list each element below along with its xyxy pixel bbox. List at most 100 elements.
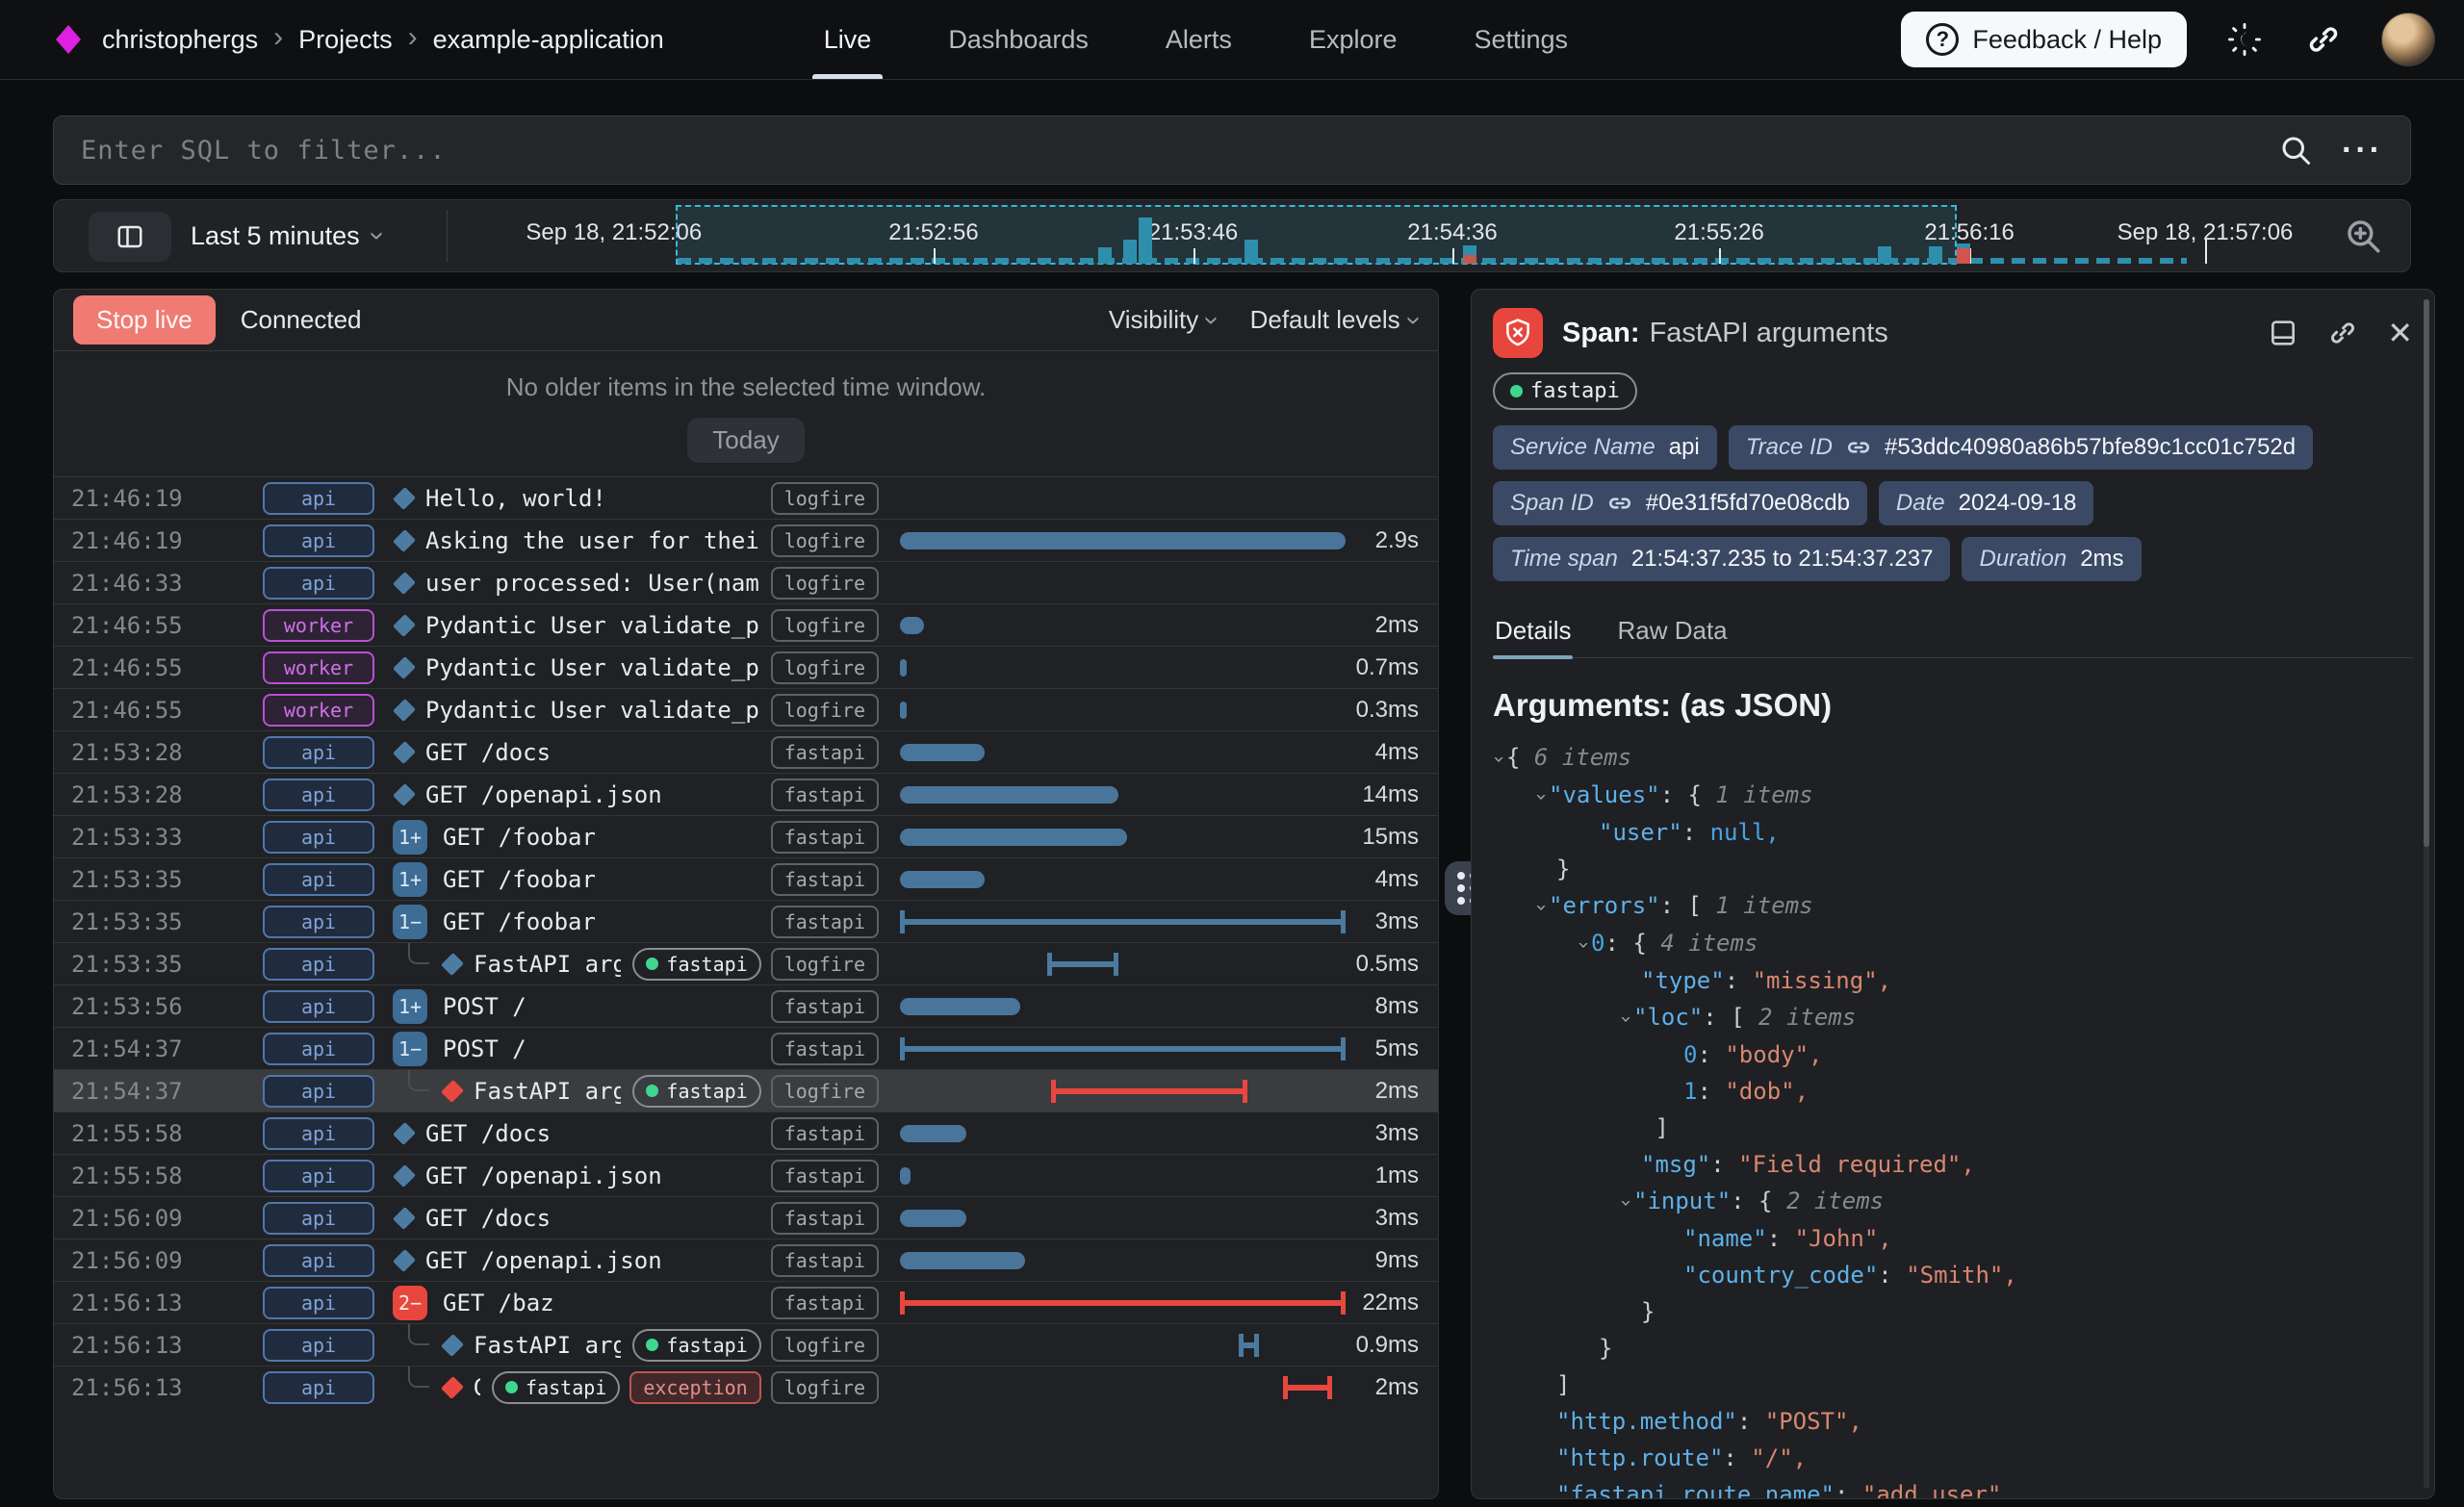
service-badge-api[interactable]: api (263, 1243, 374, 1277)
logfire-tag[interactable]: logfire (770, 1328, 879, 1362)
table-row[interactable]: 21:54:37 api FastAPI arguments fastapi logfi… (54, 1069, 1438, 1111)
service-badge-api[interactable]: api (263, 1074, 374, 1108)
table-row[interactable]: 21:46:33 api user processed: User(name='An… (54, 561, 1438, 603)
logfire-tag[interactable]: logfire (770, 524, 879, 557)
table-row[interactable]: 21:55:58 api GET /docs fastapi 3ms (54, 1111, 1438, 1154)
link-icon[interactable] (1846, 435, 1871, 460)
table-row[interactable]: 21:53:35 api 1− GET /foobar fastapi 3ms (54, 900, 1438, 942)
service-badge-api[interactable]: api (263, 735, 374, 769)
expand-badge[interactable]: 1− (393, 904, 427, 939)
fastapi-tag[interactable]: fastapi (770, 820, 879, 854)
collapse-caret-icon[interactable]: › (1615, 1197, 1638, 1210)
fastapi-tag[interactable]: fastapi (770, 1243, 879, 1277)
dock-panel-icon[interactable] (2268, 318, 2298, 348)
service-badge-worker[interactable]: worker (263, 651, 374, 684)
service-badge-api[interactable]: api (263, 1032, 374, 1065)
service-badge-api[interactable]: api (263, 1370, 374, 1404)
visibility-dropdown[interactable]: Visibility › (1109, 305, 1228, 336)
fastapi-tag[interactable]: fastapi (770, 1286, 879, 1319)
table-row[interactable]: 21:53:56 api 1+ POST / fastapi 8ms (54, 984, 1438, 1027)
table-row[interactable]: 21:56:09 api GET /openapi.json fastapi 9ms (54, 1239, 1438, 1281)
link-icon[interactable] (1607, 491, 1632, 516)
logfire-tag[interactable]: logfire (770, 651, 879, 684)
tab-alerts[interactable]: Alerts (1165, 24, 1232, 54)
today-button[interactable]: Today (687, 418, 805, 463)
table-row[interactable]: 21:53:33 api 1+ GET /foobar fastapi 15ms (54, 815, 1438, 857)
tab-live[interactable]: Live (789, 0, 907, 79)
copy-link-icon[interactable] (2327, 318, 2358, 348)
service-badge-api[interactable]: api (263, 1328, 374, 1362)
logfire-tag[interactable]: logfire (770, 1074, 879, 1108)
logfire-tag[interactable]: logfire (770, 1370, 879, 1404)
table-row[interactable]: 21:46:19 api Asking the user for their bir… (54, 519, 1438, 561)
stop-live-button[interactable]: Stop live (73, 295, 216, 345)
fastapi-tag[interactable]: fastapi (770, 989, 879, 1023)
sql-filter-bar[interactable]: Enter SQL to filter... ··· (53, 115, 2411, 185)
service-badge-api[interactable]: api (263, 481, 374, 515)
search-icon[interactable] (2278, 133, 2313, 167)
table-row[interactable]: 21:53:35 api 1+ GET /foobar fastapi 4ms (54, 857, 1438, 900)
fastapi-tag[interactable]: fastapi (1493, 372, 1637, 410)
user-avatar[interactable] (2381, 13, 2435, 66)
tab-dashboards[interactable]: Dashboards (948, 24, 1089, 54)
timeline-selection[interactable] (676, 205, 1957, 265)
service-badge-worker[interactable]: worker (263, 693, 374, 727)
table-row[interactable]: 21:46:55 worker Pydantic User validate_pyt… (54, 688, 1438, 730)
table-row[interactable]: 21:56:13 api FastAPI arguments fastapi logfi… (54, 1323, 1438, 1366)
fastapi-tag[interactable]: fastapi (770, 1159, 879, 1192)
expand-badge[interactable]: 1+ (393, 819, 427, 855)
table-row[interactable]: 21:46:19 api Hello, world! logfire (54, 476, 1438, 519)
service-badge-api[interactable]: api (263, 1201, 374, 1235)
collapse-caret-icon[interactable]: › (1573, 939, 1596, 952)
collapse-caret-icon[interactable]: › (1615, 1013, 1638, 1026)
tab-explore[interactable]: Explore (1308, 24, 1398, 54)
expand-badge[interactable]: 2− (393, 1285, 427, 1320)
fastapi-tag[interactable]: fastapi (632, 947, 761, 981)
breadcrumb-item-example-application[interactable]: example-application (432, 24, 664, 54)
service-badge-api[interactable]: api (263, 862, 374, 896)
tab-raw-data[interactable]: Raw Data (1617, 616, 1728, 645)
collapse-caret-icon[interactable]: › (1488, 754, 1511, 766)
table-row[interactable]: 21:53:28 api GET /openapi.json fastapi 14ms (54, 773, 1438, 815)
table-row[interactable]: 21:46:55 worker Pydantic User validate_pyt… (54, 646, 1438, 688)
collapse-caret-icon[interactable]: › (1530, 902, 1553, 914)
service-badge-api[interactable]: api (263, 1286, 374, 1319)
service-badge-api[interactable]: api (263, 905, 374, 938)
breadcrumb-item-christophergs[interactable]: christophergs (102, 24, 259, 54)
more-options-icon[interactable]: ··· (2342, 131, 2383, 168)
tab-details[interactable]: Details (1493, 606, 1574, 659)
table-row[interactable]: 21:56:09 api GET /docs fastapi 3ms (54, 1196, 1438, 1239)
service-badge-api[interactable]: api (263, 1159, 374, 1192)
fastapi-tag[interactable]: fastapi (632, 1328, 761, 1362)
table-row[interactable]: 21:55:58 api GET /openapi.json fastapi 1ms (54, 1154, 1438, 1196)
sidebar-toggle-icon[interactable] (89, 212, 171, 262)
table-row[interactable]: 21:53:28 api GET /docs fastapi 4ms (54, 730, 1438, 773)
expand-badge[interactable]: 1+ (393, 988, 427, 1024)
fastapi-tag[interactable]: fastapi (492, 1370, 621, 1404)
close-icon[interactable]: ✕ (2387, 316, 2413, 350)
collapse-caret-icon[interactable]: › (1530, 791, 1553, 804)
zoom-in-icon[interactable] (2343, 216, 2383, 256)
logfire-tag[interactable]: logfire (770, 947, 879, 981)
fastapi-tag[interactable]: fastapi (770, 778, 879, 811)
table-row[interactable]: 21:53:35 api FastAPI arguments fastapi logfi… (54, 942, 1438, 984)
default-levels-dropdown[interactable]: Default levels › (1250, 305, 1430, 336)
service-badge-api[interactable]: api (263, 566, 374, 600)
fastapi-tag[interactable]: fastapi (770, 1201, 879, 1235)
service-badge-worker[interactable]: worker (263, 608, 374, 642)
table-row[interactable]: 21:56:13 api 2− GET /baz fastapi 22ms (54, 1281, 1438, 1323)
fastapi-tag[interactable]: fastapi (770, 862, 879, 896)
service-badge-api[interactable]: api (263, 778, 374, 811)
tab-settings[interactable]: Settings (1474, 24, 1569, 54)
service-badge-api[interactable]: api (263, 1116, 374, 1150)
scrollbar-thumb[interactable] (2424, 299, 2429, 847)
exception-tag[interactable]: exception (629, 1370, 761, 1404)
share-link-icon[interactable] (2302, 18, 2345, 61)
logfire-logo-icon[interactable] (56, 25, 81, 54)
logfire-tag[interactable]: logfire (770, 693, 879, 727)
logfire-tag[interactable]: logfire (770, 608, 879, 642)
service-badge-api[interactable]: api (263, 989, 374, 1023)
expand-badge[interactable]: 1− (393, 1031, 427, 1066)
service-badge-api[interactable]: api (263, 947, 374, 981)
